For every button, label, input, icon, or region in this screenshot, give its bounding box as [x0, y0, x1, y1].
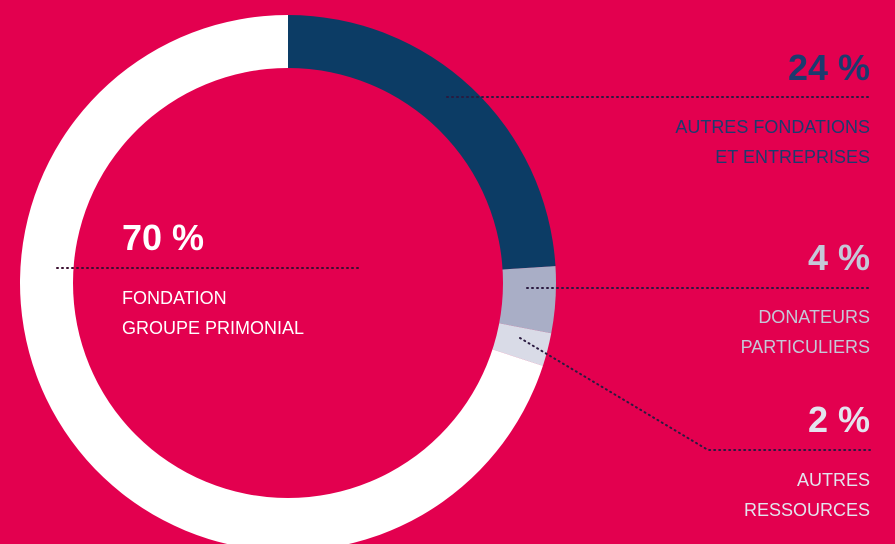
value-label: 2 %	[807, 399, 870, 440]
donut-hole	[73, 68, 503, 498]
category-label: AUTRES FONDATIONS ET ENTREPRISES	[675, 117, 870, 167]
category-label: AUTRES RESSOURCES	[743, 470, 870, 520]
leader-line	[519, 337, 871, 451]
value-label: 24 %	[787, 47, 870, 88]
value-label: 70 %	[122, 217, 205, 258]
value-label: 4 %	[807, 237, 870, 278]
category-label: DONATEURS PARTICULIERS	[740, 307, 870, 357]
category-label: FONDATION GROUPE PRIMONIAL	[122, 288, 305, 338]
